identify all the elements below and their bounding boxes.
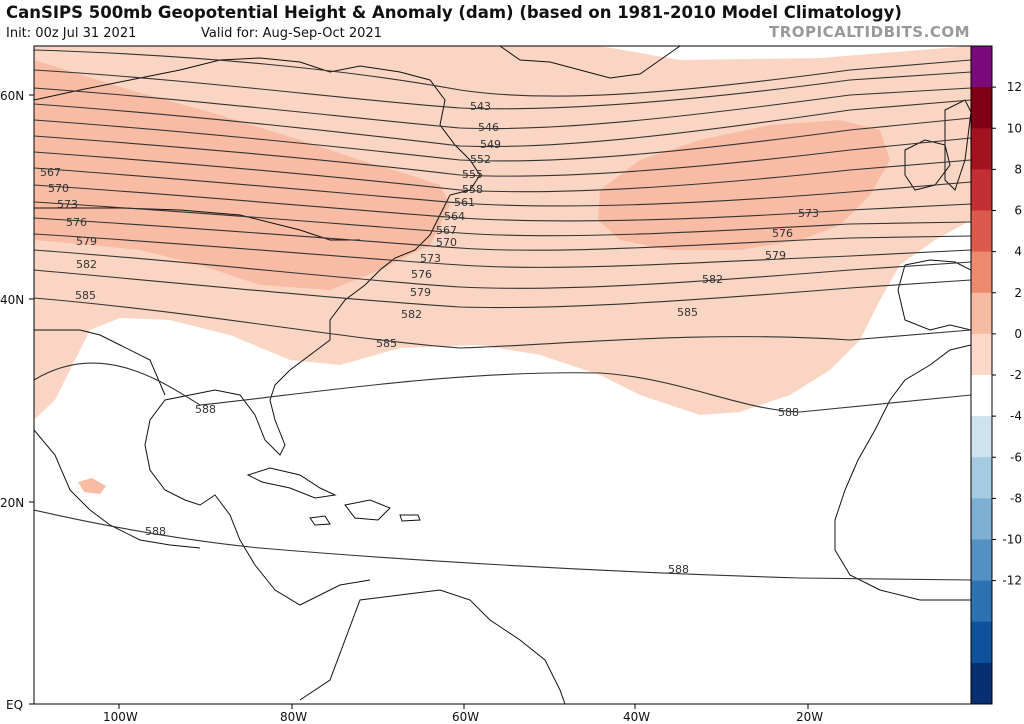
contour-label-549: 549 bbox=[480, 138, 501, 151]
contour-label-582-c: 582 bbox=[702, 273, 723, 286]
anomaly-colorbar: 12 10 8 6 4 2 0 -2 -4 -6 -8 -10 -12 bbox=[970, 45, 1022, 705]
lat-label-eq: EQ bbox=[6, 698, 23, 712]
contour-label-588-d: 588 bbox=[668, 563, 689, 576]
contour-label-576-c: 576 bbox=[772, 227, 793, 240]
colorbar-swatch bbox=[971, 46, 992, 88]
lon-axis bbox=[118, 704, 809, 709]
contour-label-564: 564 bbox=[444, 210, 465, 223]
contour-label-579-c: 579 bbox=[765, 249, 786, 262]
height-contours bbox=[34, 49, 971, 581]
colorbar-swatch bbox=[971, 457, 992, 499]
contour-label-579-a: 579 bbox=[410, 286, 431, 299]
contour-label-555: 555 bbox=[462, 168, 483, 181]
contour-label-561: 561 bbox=[454, 196, 475, 209]
lat-label-40n: 40N bbox=[0, 293, 24, 307]
colorbar-tick-label: -8 bbox=[1010, 491, 1022, 505]
colorbar-swatch bbox=[971, 662, 992, 705]
contour-label-588-a: 588 bbox=[195, 403, 216, 416]
colorbar-swatch bbox=[971, 416, 992, 458]
contour-labels: 543 546 549 552 555 558 561 564 567 567 … bbox=[40, 100, 819, 576]
colorbar-tick-label: -10 bbox=[1002, 533, 1022, 547]
colorbar-tick-label: -4 bbox=[1010, 409, 1022, 423]
map-title: CanSIPS 500mb Geopotential Height & Anom… bbox=[6, 3, 902, 22]
contour-label-579-b: 579 bbox=[76, 235, 97, 248]
lat-label-20n: 20N bbox=[0, 496, 24, 510]
colorbar-swatch bbox=[971, 539, 992, 582]
contour-label-570-b: 570 bbox=[48, 182, 69, 195]
contour-label-576-a: 576 bbox=[411, 268, 432, 281]
colorbar-tick-label: 10 bbox=[1007, 121, 1022, 135]
colorbar-tick-label: 4 bbox=[1014, 245, 1022, 259]
contour-label-552: 552 bbox=[470, 153, 491, 166]
contour-label-588-c: 588 bbox=[145, 525, 166, 538]
contour-label-588-b: 588 bbox=[778, 406, 799, 419]
contour-label-576-b: 576 bbox=[66, 216, 87, 229]
contour-label-585-b: 585 bbox=[75, 289, 96, 302]
colorbar-swatch bbox=[971, 210, 992, 253]
lon-label-80w: 80W bbox=[280, 710, 307, 724]
contour-label-582-b: 582 bbox=[76, 258, 97, 271]
colorbar-tick-label: 2 bbox=[1014, 286, 1022, 300]
contour-label-543: 543 bbox=[470, 100, 491, 113]
colorbar-swatch bbox=[971, 375, 992, 417]
anomaly-shade-mexico bbox=[78, 478, 106, 494]
contour-label-573-a: 573 bbox=[420, 252, 441, 265]
colorbar-swatch bbox=[971, 621, 992, 664]
init-time: Init: 00z Jul 31 2021 bbox=[6, 26, 137, 41]
anomaly-shade-mid-atlantic bbox=[598, 120, 890, 250]
colorbar-tick-label: 8 bbox=[1014, 162, 1022, 176]
colorbar-tick-label: 6 bbox=[1014, 204, 1022, 218]
contour-label-546: 546 bbox=[478, 121, 499, 134]
lat-label-60n: 60N bbox=[0, 89, 24, 103]
lon-label-40w: 40W bbox=[623, 710, 650, 724]
colorbar-swatch bbox=[971, 333, 992, 376]
colorbar-swatch bbox=[971, 169, 992, 211]
contour-label-585-a: 585 bbox=[376, 337, 397, 350]
colorbar-tick-label: 12 bbox=[1007, 80, 1022, 94]
colorbar-tick-label: 0 bbox=[1014, 327, 1022, 341]
lon-label-100w: 100W bbox=[103, 710, 138, 724]
valid-time: Valid for: Aug-Sep-Oct 2021 bbox=[201, 26, 382, 41]
colorbar-tick-label: -6 bbox=[1010, 450, 1022, 464]
contour-label-573-b: 573 bbox=[57, 198, 78, 211]
contour-label-558: 558 bbox=[462, 183, 483, 196]
colorbar-swatch bbox=[971, 251, 992, 294]
contour-label-582-a: 582 bbox=[401, 308, 422, 321]
contour-label-573-c: 573 bbox=[798, 207, 819, 220]
anomaly-shade-mid bbox=[34, 60, 450, 290]
contour-label-570-a: 570 bbox=[436, 236, 457, 249]
colorbar-swatch bbox=[971, 498, 992, 540]
colorbar-tick-label: -2 bbox=[1010, 368, 1022, 382]
colorbar-swatch bbox=[971, 128, 992, 170]
lat-axis bbox=[29, 94, 34, 705]
site-brand[interactable]: TROPICALTIDBITS.COM bbox=[769, 23, 970, 41]
lon-label-20w: 20W bbox=[796, 710, 823, 724]
colorbar-swatch bbox=[971, 87, 992, 129]
colorbar-swatch bbox=[971, 580, 992, 623]
contour-label-585-c: 585 bbox=[677, 306, 698, 319]
colorbar-swatch bbox=[971, 292, 992, 335]
colorbar-tick-label: -12 bbox=[1002, 574, 1022, 588]
contour-label-567-b: 567 bbox=[40, 166, 61, 179]
contour-label-567-a: 567 bbox=[436, 224, 457, 237]
lon-label-60w: 60W bbox=[452, 710, 479, 724]
